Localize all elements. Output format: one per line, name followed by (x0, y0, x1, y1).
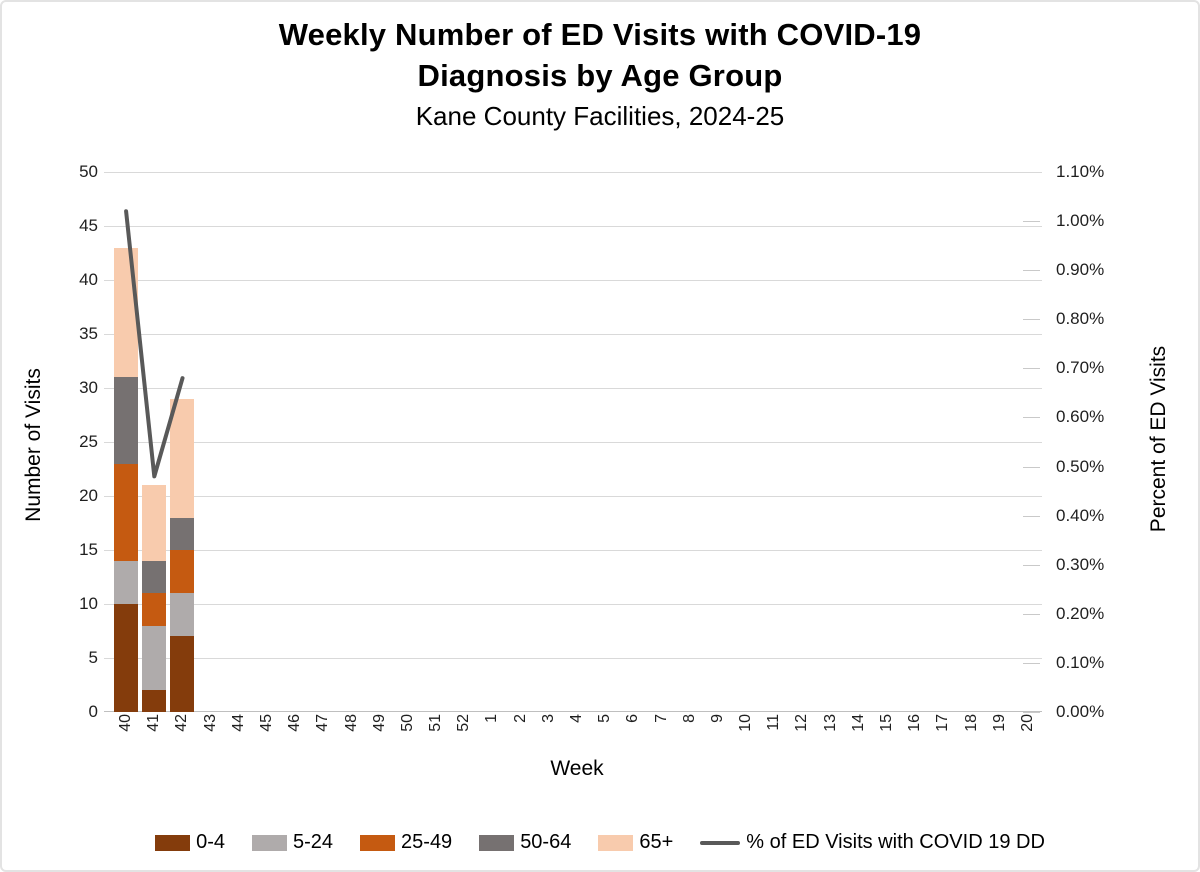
bar-segment-50-64 (170, 517, 195, 550)
bar-segment-65plus (170, 398, 195, 518)
gridline (104, 496, 1042, 497)
y-tick-label-left: 45 (79, 216, 98, 235)
y-tick-label-left: 20 (79, 486, 98, 505)
legend-label: 65+ (639, 831, 674, 853)
y-tick-label-left: 25 (79, 432, 98, 451)
chart-subtitle: Kane County Facilities, 2024-25 (415, 101, 785, 131)
y-tick-label-right: 0.90% (1056, 260, 1105, 280)
bar-segment-0-4 (114, 604, 139, 712)
chart-title-line2: Diagnosis by Age Group (417, 58, 783, 93)
legend-item-0-4: 0-4 (155, 831, 225, 854)
bar-segment-5-24 (114, 560, 139, 604)
bar-segment-50-64 (142, 560, 167, 594)
y-tick-mark-right (1023, 564, 1040, 566)
bar-segment-50-64 (114, 377, 139, 464)
gridline (104, 172, 1042, 173)
y-tick-label-left: 10 (79, 594, 98, 613)
y-tick-mark-right (1023, 466, 1040, 468)
x-tick-label: 20 (1018, 714, 1036, 732)
bar-segment-0-4 (170, 636, 195, 712)
percent-line (124, 209, 185, 479)
gridline (104, 388, 1042, 389)
legend-label: 5-24 (293, 831, 334, 853)
y-tick-label-left: 50 (79, 162, 98, 181)
y-tick-label-left: 30 (79, 378, 98, 397)
gridline (104, 280, 1042, 281)
legend-line-swatch (700, 840, 741, 845)
gridline (104, 226, 1042, 227)
legend: 0-4 5-24 25-49 50-64 65+ % of ED Visits with … (2, 831, 1198, 854)
y-tick-label-right: 0.30% (1056, 554, 1105, 574)
y-tick-label-left: 5 (88, 648, 98, 667)
y-tick-mark-right (1023, 417, 1040, 419)
x-axis-line (104, 711, 1042, 712)
y-tick-label-right: 0.70% (1056, 358, 1105, 378)
bar-segment-5-24 (170, 593, 195, 637)
legend-item-25-49: 25-49 (360, 831, 452, 854)
y-tick-label-right: 1.00% (1056, 211, 1105, 231)
gridline (104, 334, 1042, 335)
legend-label: 0-4 (196, 831, 225, 853)
y-tick-mark-right (1023, 662, 1040, 664)
legend-swatch (155, 834, 191, 851)
gridline (104, 658, 1042, 659)
gridline (104, 550, 1042, 551)
x-axis-title: Week (550, 757, 604, 780)
bar-segment-0-4 (142, 690, 167, 712)
y-tick-mark-right (1023, 712, 1040, 713)
y-tick-label-left: 0 (88, 702, 98, 721)
y-tick-label-left: 15 (79, 540, 98, 559)
y-tick-mark-right (1023, 221, 1040, 223)
y-tick-label-right: 0.50% (1056, 456, 1105, 476)
bar-segment-25-49 (142, 593, 167, 626)
legend-item-5-24: 5-24 (252, 831, 333, 854)
bar-segment-65plus (142, 485, 167, 561)
gridline (104, 442, 1042, 443)
y-axis-title-right: Percent of ED Visits (1147, 345, 1170, 533)
legend-item-percent-line: % of ED Visits with COVID 19 DD (700, 831, 1045, 854)
y-tick-label-right: 0.20% (1056, 603, 1105, 623)
y-tick-label-left: 40 (79, 270, 98, 289)
legend-item-50-64: 50-64 (479, 831, 571, 854)
legend-swatch (360, 834, 396, 851)
bar-segment-25-49 (114, 463, 139, 561)
legend-item-65plus: 65+ (598, 831, 673, 854)
legend-label: 25-49 (401, 831, 453, 853)
y-tick-mark-right (1023, 270, 1040, 272)
y-tick-label-right: 0.00% (1056, 702, 1105, 721)
legend-label: % of ED Visits with COVID 19 DD (746, 831, 1045, 853)
gridline (104, 604, 1042, 605)
plot-area (104, 172, 1042, 712)
y-tick-label-right: 0.10% (1056, 652, 1105, 672)
y-tick-label-right: 0.60% (1056, 407, 1105, 427)
y-tick-label-left: 35 (79, 324, 98, 343)
y-tick-label-right: 0.80% (1056, 309, 1105, 329)
bar-segment-25-49 (170, 550, 195, 594)
y-tick-mark-right (1023, 613, 1040, 615)
y-tick-mark-right (1023, 515, 1040, 517)
chart-header: Weekly Number of ED Visits with COVID-19… (2, 14, 1198, 134)
bar-segment-5-24 (142, 625, 167, 691)
legend-swatch (252, 834, 287, 851)
y-tick-label-right: 0.40% (1056, 505, 1105, 525)
legend-swatch (479, 834, 515, 851)
y-tick-label-right: 1.10% (1056, 162, 1105, 181)
chart-title-line1: Weekly Number of ED Visits with COVID-19 (278, 17, 922, 52)
y-tick-mark-right (1023, 368, 1040, 370)
legend-swatch (598, 834, 634, 851)
y-tick-mark-right (1023, 319, 1040, 321)
legend-label: 50-64 (520, 831, 572, 853)
